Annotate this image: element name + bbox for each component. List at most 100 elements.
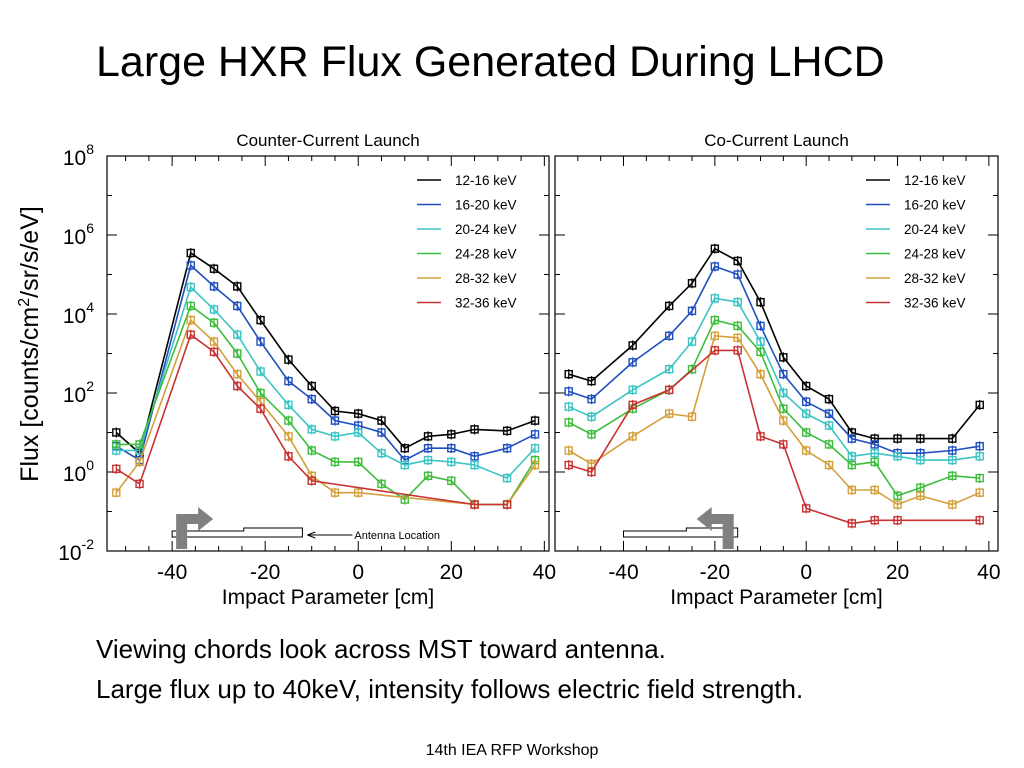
data-point (916, 491, 925, 500)
data-point (870, 448, 879, 458)
x-tick-label: 20 (886, 561, 909, 584)
series-16-20-keV (564, 261, 984, 459)
data-point (948, 455, 957, 465)
series-32-36-keV (564, 345, 984, 529)
x-tick-label: 40 (977, 561, 1000, 584)
data-point (870, 485, 879, 495)
data-point (948, 446, 957, 455)
caption-line-1: Viewing chords look across MST toward an… (96, 634, 666, 664)
data-point (377, 448, 386, 458)
series-28-32-keV (564, 330, 984, 510)
data-point (824, 421, 834, 430)
data-point (824, 440, 834, 449)
data-point (664, 365, 674, 374)
data-point (530, 416, 540, 425)
data-point (587, 376, 596, 386)
data-point (916, 434, 925, 443)
caption-line-2: Large flux up to 40keV, intensity follow… (96, 674, 804, 704)
data-point (847, 519, 857, 528)
panel-title: Co-Current Launch (704, 131, 849, 150)
data-point (664, 409, 674, 418)
data-point (756, 321, 765, 331)
data-point (756, 347, 765, 357)
launch-arrow-icon (696, 507, 734, 549)
data-point (307, 476, 316, 485)
data-point (801, 409, 811, 418)
data-point (870, 440, 879, 449)
data-point (847, 452, 857, 461)
y-tick-label: 106 (63, 220, 94, 249)
data-point (733, 256, 742, 266)
data-point (564, 418, 573, 427)
data-point (186, 315, 195, 325)
chart-panel-1: Counter-Current Launch -40 -20 0 20 40 Impact … (106, 131, 556, 609)
series-24-28-keV (564, 315, 984, 501)
series-12-16-keV (112, 248, 540, 459)
data-point (756, 297, 765, 307)
slide-title: Large HXR Flux Generated During LHCD (96, 38, 885, 86)
panel-title: Counter-Current Launch (236, 131, 419, 150)
data-point (470, 460, 479, 470)
data-point (377, 416, 386, 425)
data-point (209, 347, 219, 357)
data-point (209, 305, 219, 314)
data-point (330, 457, 340, 467)
data-point (564, 369, 573, 379)
data-point (948, 434, 957, 443)
data-point (209, 318, 219, 327)
data-point (975, 473, 984, 483)
data-point (801, 428, 811, 437)
data-point (975, 488, 984, 497)
data-point (447, 457, 456, 467)
data-point (307, 381, 316, 391)
series-line (568, 334, 981, 506)
data-point (330, 416, 340, 425)
antenna-label: Antenna Location (354, 530, 440, 542)
data-point (975, 452, 984, 461)
data-point (733, 297, 742, 307)
data-point (135, 457, 144, 467)
series-line (568, 265, 980, 455)
x-axis-title: Impact Parameter [cm] (670, 586, 882, 609)
data-point (975, 441, 984, 451)
data-point (801, 504, 811, 513)
data-point (470, 500, 479, 509)
data-point (400, 495, 409, 504)
data-point (564, 387, 573, 396)
data-point (423, 455, 433, 465)
x-tick-label: 0 (800, 561, 812, 584)
legend-label: 32-36 keV (904, 296, 966, 311)
data-point (186, 282, 195, 292)
data-point (377, 479, 386, 489)
data-point (824, 394, 834, 404)
y-axis-title: Flux [counts/cm2/sr/s/eV] (16, 206, 44, 482)
data-point (779, 388, 788, 398)
antenna-outline (171, 527, 303, 538)
data-point (186, 330, 195, 339)
annotation-arrowhead (307, 531, 316, 539)
data-point (687, 337, 697, 346)
data-point (687, 365, 697, 374)
data-point (209, 337, 219, 346)
data-point (354, 488, 363, 497)
data-point (400, 444, 409, 453)
data-point (975, 516, 984, 525)
data-point (733, 270, 742, 279)
data-point (307, 425, 316, 434)
data-point (628, 341, 637, 350)
data-point (423, 432, 433, 441)
data-point (664, 331, 674, 341)
data-point (824, 409, 834, 418)
data-point (470, 425, 479, 434)
data-point (502, 500, 512, 509)
data-point (756, 369, 765, 379)
series-line (568, 297, 980, 461)
data-point (354, 428, 363, 437)
data-point (447, 444, 456, 453)
data-area (112, 248, 540, 510)
y-tick-label: 10-2 (58, 536, 94, 565)
data-point (710, 262, 720, 271)
data-point (664, 301, 674, 311)
x-tick-label: -20 (250, 561, 280, 584)
data-point (870, 457, 879, 467)
